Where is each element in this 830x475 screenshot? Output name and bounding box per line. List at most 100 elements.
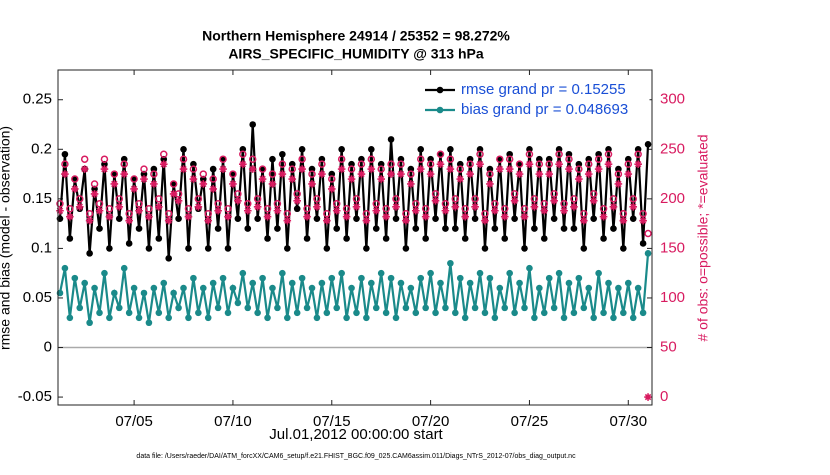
point: [303, 212, 311, 221]
point: [594, 155, 603, 163]
point: [392, 195, 400, 203]
point: [115, 304, 123, 312]
point: [387, 274, 395, 282]
point: [624, 279, 632, 287]
point: [451, 202, 460, 211]
point: [269, 155, 276, 163]
point: [71, 274, 79, 282]
point: [368, 145, 375, 153]
point: [520, 212, 529, 221]
point: [570, 202, 578, 211]
y-tick-label: 0.2: [31, 140, 52, 157]
point: [269, 284, 276, 292]
point: [402, 245, 410, 252]
point: [629, 314, 637, 322]
point: [416, 155, 425, 163]
chart-title: Northern Hemisphere 24914 / 25352 = 98.2…: [202, 28, 510, 44]
point: [466, 170, 474, 178]
point: [580, 216, 588, 225]
point: [486, 180, 494, 188]
point: [293, 197, 301, 205]
point: [194, 195, 203, 203]
point: [495, 165, 504, 173]
point: [283, 314, 291, 322]
point: [75, 202, 84, 211]
point: [86, 250, 93, 257]
point: [313, 215, 321, 222]
point: [590, 314, 597, 322]
point: [550, 215, 558, 222]
point: [412, 225, 420, 232]
point: [140, 175, 148, 183]
point: [565, 279, 573, 287]
point: [61, 160, 69, 168]
point: [323, 309, 331, 317]
point: [61, 170, 69, 178]
point: [446, 155, 455, 163]
point: [264, 235, 271, 242]
point: [600, 235, 607, 242]
point: [274, 225, 281, 232]
point: [318, 170, 326, 178]
point: [125, 240, 133, 247]
point: [560, 206, 568, 215]
point: [71, 185, 79, 193]
point: [130, 185, 138, 193]
point: [531, 314, 538, 322]
point: [585, 284, 593, 292]
point: [253, 195, 262, 203]
point: [417, 274, 425, 282]
point: [604, 160, 613, 168]
point: [634, 150, 642, 158]
point: [501, 304, 509, 312]
point: [545, 170, 554, 178]
point: [303, 304, 311, 312]
point: [575, 165, 583, 173]
point: [278, 170, 287, 178]
point: [111, 170, 118, 178]
point: [496, 284, 504, 292]
point: [600, 309, 607, 317]
point: [283, 216, 292, 225]
point: [263, 212, 272, 221]
point: [491, 200, 499, 208]
point: [110, 170, 119, 178]
point: [620, 245, 627, 252]
point: [624, 170, 633, 178]
point: [515, 160, 524, 168]
point: [249, 121, 257, 128]
point: [511, 215, 518, 222]
point: [639, 240, 647, 247]
point: [160, 150, 168, 158]
legend-label: bias grand pr = 0.048693: [461, 101, 628, 118]
point: [491, 206, 499, 215]
point: [441, 200, 450, 208]
point: [105, 205, 114, 213]
point: [372, 206, 381, 215]
point: [644, 393, 652, 401]
point: [130, 175, 138, 183]
point: [402, 304, 410, 312]
point: [644, 141, 652, 148]
point: [461, 205, 469, 213]
point: [530, 202, 539, 211]
point: [500, 212, 509, 221]
point: [239, 269, 247, 277]
point: [610, 314, 617, 322]
plot-frame: [57, 69, 653, 406]
point: [555, 160, 563, 168]
point: [491, 225, 499, 232]
point: [115, 215, 123, 222]
point: [604, 150, 613, 158]
point: [195, 309, 202, 317]
point: [481, 245, 489, 252]
point: [125, 216, 133, 225]
point: [584, 160, 593, 168]
point: [491, 314, 499, 322]
point: [614, 180, 623, 188]
point: [298, 274, 306, 282]
point: [66, 314, 74, 322]
point: [461, 235, 469, 242]
point: [328, 274, 336, 282]
